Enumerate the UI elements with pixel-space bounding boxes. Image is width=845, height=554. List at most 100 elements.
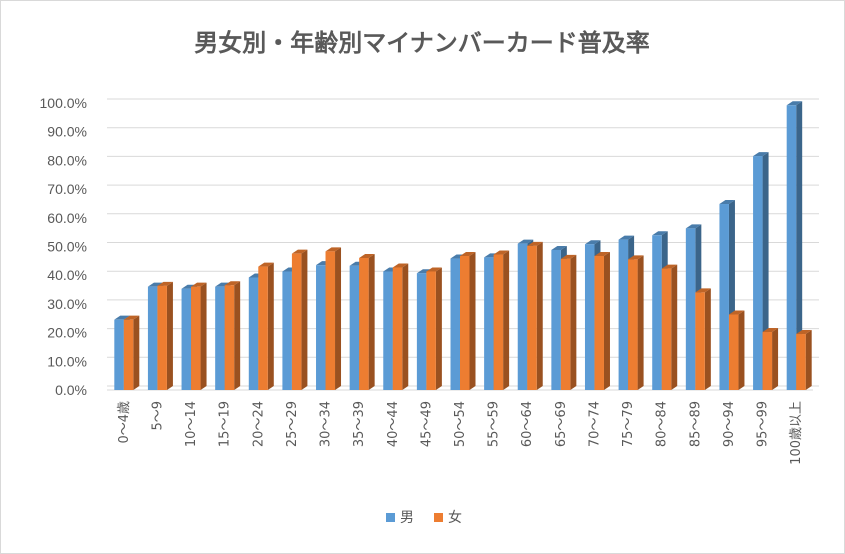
bar-top (114, 315, 130, 320)
bar-side (435, 267, 442, 390)
bar-front (560, 258, 571, 390)
x-category-label: 30～34 (319, 401, 334, 447)
x-axis-category-labels: 0～4歳 5～9 10～14 15～19 20～24 25～29 30～34 35～39 40～… (117, 401, 804, 465)
x-category-label: 50～54 (453, 401, 468, 447)
bar-front (527, 245, 537, 390)
bar (786, 101, 803, 391)
bar-top (796, 330, 812, 335)
bar-front (584, 244, 595, 390)
bar-side (200, 282, 207, 390)
bar (695, 288, 711, 390)
x-category-label: 5～9 (150, 401, 165, 431)
bar-side (234, 281, 241, 390)
x-category-label: 95～99 (756, 401, 771, 447)
bar-side (603, 251, 610, 390)
bar-front (460, 255, 470, 390)
bar-side (133, 315, 140, 390)
bar-front (392, 267, 403, 390)
bar-front (786, 105, 797, 391)
bar-front (661, 268, 672, 390)
bar-front (215, 286, 225, 390)
bar (628, 255, 644, 390)
bar-front (618, 239, 629, 390)
bar-side (469, 251, 476, 390)
bar-front (517, 243, 528, 390)
x-category-label: 40～44 (386, 401, 401, 447)
bar-side (570, 254, 577, 390)
bar (560, 254, 577, 390)
legend: 男女 (386, 509, 462, 526)
bar-front (484, 257, 494, 390)
bar-front (291, 253, 302, 390)
bar-side (772, 328, 779, 390)
bar-front (416, 273, 427, 390)
bar-top (325, 247, 342, 252)
bar (493, 250, 510, 390)
legend-label: 女 (448, 509, 462, 526)
legend-swatch (434, 513, 443, 522)
bar-top (762, 328, 779, 333)
legend-item: 男 (386, 510, 414, 526)
x-category-label: 60～64 (520, 401, 535, 447)
x-category-label: 35～39 (352, 401, 367, 447)
bar-front (349, 265, 360, 390)
bar-front (282, 271, 292, 390)
bar-front (191, 286, 201, 390)
bar (123, 315, 140, 390)
bar-top (560, 254, 577, 259)
bar-top (685, 224, 702, 229)
bar-side (402, 263, 409, 390)
bar-front (719, 204, 729, 390)
x-category-label: 10～14 (184, 401, 199, 447)
bar (157, 281, 173, 390)
bar-side (503, 250, 510, 390)
bar-top (359, 253, 375, 258)
bar-top (728, 310, 745, 315)
bar-top (493, 250, 510, 255)
bar-front (493, 254, 504, 390)
bar-front (248, 277, 259, 390)
bar-side (796, 101, 803, 391)
y-tick-label: 20.0% (47, 325, 87, 341)
y-tick-label: 10.0% (47, 353, 87, 369)
bar-side (166, 281, 173, 390)
bar-top (652, 231, 668, 236)
bar-front (359, 257, 369, 390)
bar-top (215, 282, 231, 287)
bar (728, 310, 745, 390)
x-category-label: 80～84 (655, 401, 670, 447)
y-tick-label: 0.0% (55, 382, 87, 398)
bar-front (728, 314, 739, 390)
bar-top (786, 101, 803, 106)
x-category-label: 25～29 (285, 401, 300, 447)
bar-side (637, 255, 644, 390)
bar-front (157, 285, 167, 390)
bar-top (258, 262, 274, 267)
bar-front (325, 251, 336, 390)
bar-front (383, 271, 393, 390)
bar-top (191, 282, 207, 287)
bar-top (551, 245, 567, 250)
bar-side (738, 310, 745, 390)
bar-top (460, 251, 476, 256)
bar-side (805, 330, 812, 390)
bar (460, 251, 476, 390)
bar-front (796, 334, 806, 390)
bar-top (123, 315, 140, 320)
bar-top (594, 251, 610, 256)
bar-top (719, 200, 735, 205)
bar-front (652, 235, 662, 390)
bar-front (594, 255, 604, 390)
bar-top (584, 240, 601, 245)
bar-front (114, 319, 124, 390)
bar-top (661, 264, 678, 269)
bar-front (762, 332, 773, 390)
bar-top (147, 282, 164, 287)
bar-front (695, 292, 705, 390)
bar (291, 249, 308, 390)
y-tick-label: 30.0% (47, 296, 87, 312)
bar (762, 328, 779, 390)
bar (325, 247, 342, 390)
y-tick-label: 100.0% (40, 95, 87, 111)
bar-front (224, 285, 235, 390)
